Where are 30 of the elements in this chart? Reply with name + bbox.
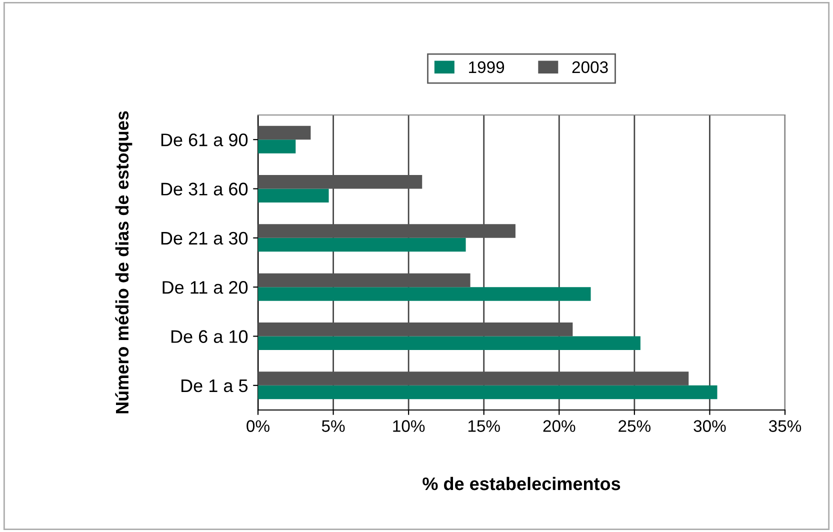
bar [258,322,573,336]
y-tick-label: De 6 a 10 [171,330,248,343]
bar [258,174,422,189]
bar [258,385,718,400]
x-tick-label: 25% [618,420,651,432]
bar [258,188,329,203]
y-tick-label: De 61 a 90 [161,134,248,146]
x-tick-label: 5% [322,420,345,432]
legend-label: 2003 [572,61,608,74]
bar [258,336,640,350]
y-tick-label: De 11 a 20 [162,281,248,294]
bar [258,224,516,238]
y-tick-label: De 21 a 30 [161,232,248,245]
y-axis-title: Número médio de dias de estoques [115,111,132,414]
x-axis-title: % de estabelecimentos [422,476,620,490]
bar [258,238,466,252]
x-tick-label: 15% [468,420,500,432]
legend-label: 1999 [469,61,504,74]
bar [258,372,689,386]
x-tick-label: 35% [768,420,802,432]
bar [258,140,296,154]
bar [258,287,591,301]
y-tick-label: De 31 a 60 [161,182,248,196]
x-tick-label: 30% [694,420,726,432]
x-tick-label: 20% [543,420,576,432]
x-tick-label: 0% [246,420,270,432]
bar [258,126,311,140]
x-tick-label: 10% [393,420,425,432]
y-tick-label: De 1 a 5 [182,380,248,392]
bar [258,273,470,288]
